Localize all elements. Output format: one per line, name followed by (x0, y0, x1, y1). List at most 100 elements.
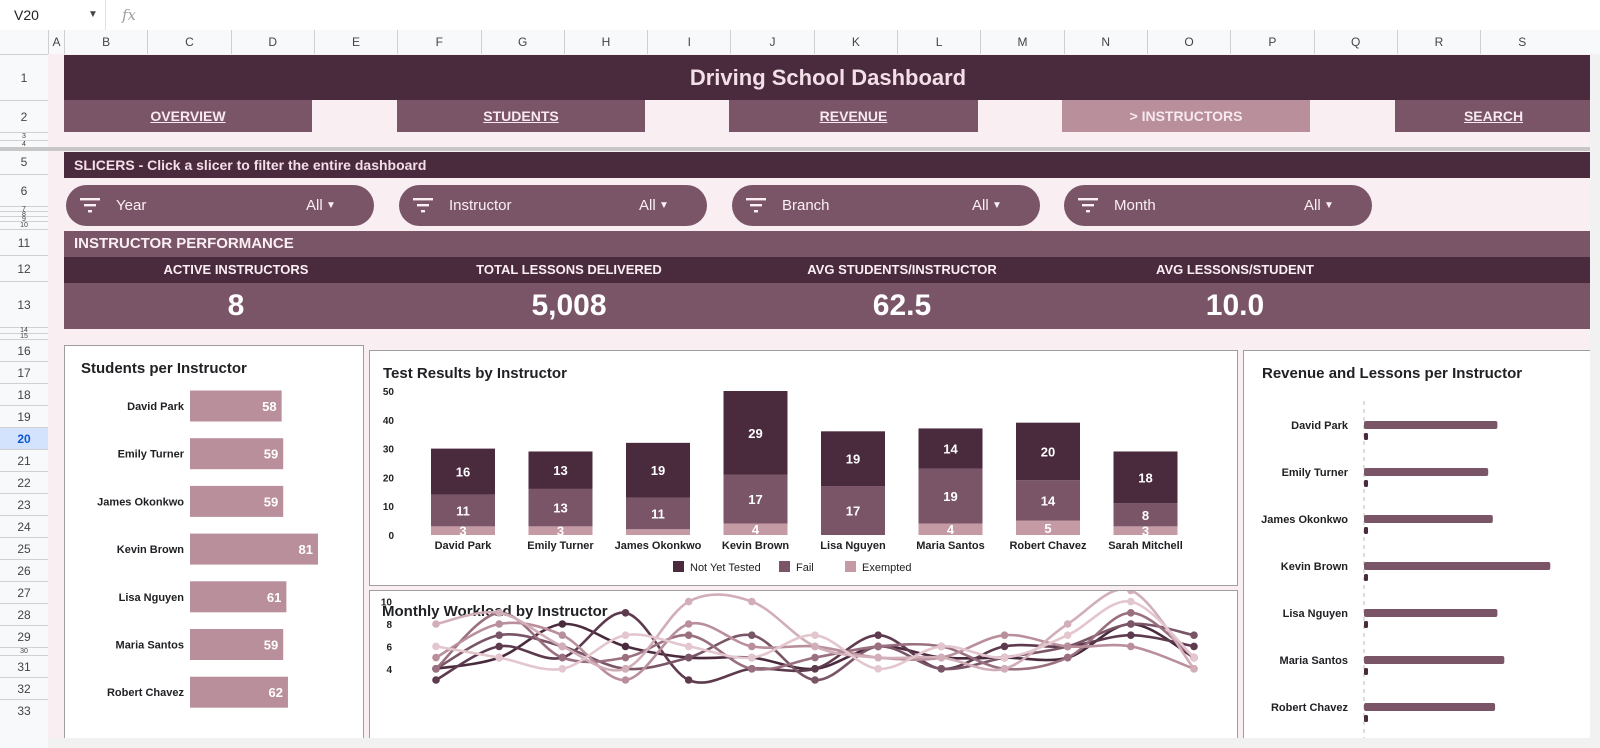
data-point (1127, 642, 1135, 651)
row-header-1[interactable]: 1 (0, 54, 48, 100)
row-header-24[interactable]: 24 (0, 515, 48, 537)
column-header-i[interactable]: I (647, 30, 730, 54)
column-header-l[interactable]: L (897, 30, 980, 54)
column-header-g[interactable]: G (480, 30, 564, 54)
data-label: 3 (1142, 524, 1149, 539)
row-header-21[interactable]: 21 (0, 449, 48, 471)
kpi-value: 8 (227, 289, 245, 322)
row-header-22[interactable]: 22 (0, 471, 48, 493)
row-header-33[interactable]: 33 (0, 699, 48, 721)
row-header-12[interactable]: 12 (0, 255, 48, 281)
row-header-30[interactable]: 30 (0, 647, 48, 655)
row-headers: 1 2 3 4 5 6 7 8 9 10 11 12 13 14 15 16 17 18 19 20 21 22 23 24 2… (0, 54, 49, 748)
row-header-15[interactable]: 15 (0, 333, 48, 340)
row-header-9[interactable]: 9 (0, 216, 48, 223)
column-header-f[interactable]: F (397, 30, 480, 54)
row-header-4[interactable]: 4 (0, 140, 48, 148)
kpi-label: TOTAL LESSONS DELIVERED (476, 262, 662, 277)
stacked-bar-segment (1113, 451, 1178, 504)
bar (1364, 656, 1505, 664)
slicer-label: Month (1114, 197, 1156, 214)
kpi-value: 5,008 (531, 289, 607, 322)
column-header-r[interactable]: R (1396, 30, 1480, 54)
students-bar-chart: David Park 58 Emily Turner 59 James Okonkwo 5… (97, 390, 318, 708)
slicer-header: SLICERS - Click a slicer to filter the e… (64, 152, 1592, 178)
tab-overview[interactable]: OVERVIEW (64, 100, 312, 132)
row-header-3[interactable]: 3 (0, 132, 48, 140)
chart-revenue-lessons[interactable]: Revenue and Lessons per Instructor David… (1243, 350, 1592, 748)
freeze-divider[interactable] (0, 147, 1600, 151)
vertical-scrollbar[interactable] (1590, 54, 1600, 738)
column-header-n[interactable]: N (1063, 30, 1147, 54)
chart-monthly-workload[interactable]: Monthly Workload by Instructor 4681012 (369, 590, 1238, 748)
filter-icon (413, 198, 433, 213)
chart-test-results[interactable]: Test Results by Instructor 0 10 20 30 40 50 3 1… (369, 350, 1238, 586)
tab-students[interactable]: STUDENTS (397, 100, 645, 132)
row-header-17[interactable]: 17 (0, 361, 48, 383)
column-header-p[interactable]: P (1230, 30, 1313, 54)
data-point (684, 631, 693, 639)
row-header-20[interactable]: 20 (0, 427, 48, 449)
column-header-m[interactable]: M (980, 30, 1063, 54)
data-point (558, 665, 567, 673)
slicer-year[interactable]: Year All ▼ (66, 185, 374, 226)
category-label: Robert Chavez (1009, 540, 1087, 552)
row-header-6[interactable]: 6 (0, 174, 48, 206)
data-point (811, 631, 819, 639)
column-header-o[interactable]: O (1146, 30, 1230, 54)
data-label: 29 (748, 426, 762, 441)
row-header-2[interactable]: 2 (0, 100, 48, 132)
legend-label: Not Yet Tested (690, 562, 761, 574)
bar (1364, 715, 1368, 722)
row-header-8[interactable]: 8 (0, 211, 48, 218)
column-header-c[interactable]: C (147, 30, 230, 54)
slicer-branch[interactable]: Branch All ▼ (732, 185, 1040, 226)
column-header-h[interactable]: H (563, 30, 647, 54)
tab-instructors[interactable]: > INSTRUCTORS (1062, 100, 1310, 132)
column-header-d[interactable]: D (230, 30, 314, 54)
stacked-bar-segment (723, 391, 788, 475)
kpi-label: ACTIVE INSTRUCTORS (163, 262, 309, 277)
tab-revenue[interactable]: REVENUE (729, 100, 978, 132)
row-header-28[interactable]: 28 (0, 603, 48, 625)
row-header-11[interactable]: 11 (0, 229, 48, 255)
row-header-13[interactable]: 13 (0, 281, 48, 327)
column-header-q[interactable]: Q (1313, 30, 1397, 54)
chart-students-per-instructor[interactable]: Students per Instructor David Park 58 Emil… (64, 345, 364, 748)
row-header-19[interactable]: 19 (0, 405, 48, 427)
row-header-29[interactable]: 29 (0, 625, 48, 647)
slicer-instructor[interactable]: Instructor All ▼ (399, 185, 707, 226)
row-header-27[interactable]: 27 (0, 581, 48, 603)
bar (1364, 527, 1368, 534)
horizontal-scrollbar[interactable] (48, 738, 1600, 748)
row-header-26[interactable]: 26 (0, 559, 48, 581)
category-label: Kevin Brown (722, 540, 790, 552)
row-header-31[interactable]: 31 (0, 655, 48, 677)
row-header-23[interactable]: 23 (0, 493, 48, 515)
category-label: Lisa Nguyen (119, 592, 185, 604)
row-header-14[interactable]: 14 (0, 327, 48, 334)
slicer-month[interactable]: Month All ▼ (1064, 185, 1372, 226)
row-header-10[interactable]: 10 (0, 221, 48, 229)
row-header-32[interactable]: 32 (0, 677, 48, 699)
dashboard-title: Driving School Dashboard (64, 55, 1592, 100)
row-header-16[interactable]: 16 (0, 339, 48, 361)
row-header-5[interactable]: 5 (0, 148, 48, 174)
column-header-s[interactable]: S (1480, 30, 1563, 54)
bar (190, 629, 284, 660)
row-header-18[interactable]: 18 (0, 383, 48, 405)
column-header-k[interactable]: K (813, 30, 897, 54)
chevron-down-icon[interactable]: ▼ (88, 9, 98, 20)
column-header-e[interactable]: E (313, 30, 397, 54)
row-header-25[interactable]: 25 (0, 537, 48, 559)
column-header-a[interactable]: A (48, 30, 64, 54)
category-label: Kevin Brown (1281, 561, 1349, 573)
data-point (621, 642, 630, 651)
data-point (1000, 642, 1009, 651)
column-header-b[interactable]: B (64, 30, 147, 54)
name-box[interactable]: V20 (0, 0, 106, 30)
column-header-j[interactable]: J (730, 30, 813, 54)
data-point (495, 609, 503, 617)
row-header-7[interactable]: 7 (0, 206, 48, 213)
tab-search[interactable]: SEARCH (1395, 100, 1592, 132)
